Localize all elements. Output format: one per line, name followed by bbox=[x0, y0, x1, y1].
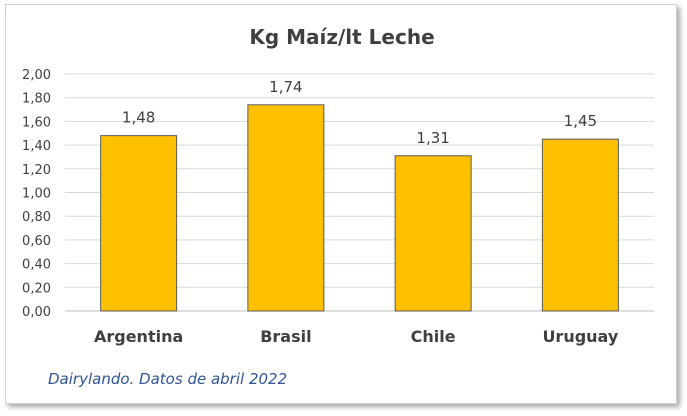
data-label: 1,74 bbox=[269, 78, 302, 96]
x-category-label: Brasil bbox=[260, 327, 311, 346]
y-tick-label: 0,80 bbox=[22, 210, 51, 225]
bar bbox=[247, 104, 325, 312]
data-label: 1,31 bbox=[416, 129, 449, 147]
chart-title: Kg Maíz/lt Leche bbox=[249, 25, 435, 49]
y-tick-label: 1,80 bbox=[22, 92, 51, 107]
bar bbox=[541, 138, 619, 312]
y-tick-label: 2,00 bbox=[22, 68, 51, 83]
y-tick-label: 1,20 bbox=[22, 163, 51, 178]
y-tick-label: 1,60 bbox=[22, 115, 51, 130]
data-label: 1,45 bbox=[564, 112, 597, 130]
y-tick-label: 1,40 bbox=[22, 139, 51, 154]
y-tick-label: 0,60 bbox=[22, 234, 51, 249]
y-tick-label: 1,00 bbox=[22, 187, 51, 202]
y-tick-label: 0,40 bbox=[22, 258, 51, 273]
bar bbox=[394, 155, 472, 312]
y-tick-label: 0,00 bbox=[22, 305, 51, 320]
bar bbox=[100, 135, 178, 312]
source-note: Dairylando. Datos de abril 2022 bbox=[48, 370, 288, 388]
x-category-label: Argentina bbox=[94, 327, 183, 346]
x-category-label: Uruguay bbox=[542, 327, 618, 346]
y-tick-label: 0,20 bbox=[22, 281, 51, 296]
x-category-label: Chile bbox=[411, 327, 456, 346]
bar-chart: 0,00 0,20 0,40 0,60 0,80 1,00 1,20 1,40 1,60 1,80… bbox=[22, 68, 654, 346]
chart-frame: Kg Maíz/lt Leche 0,00 0,20 0,40 0,60 0,80 1,0… bbox=[5, 4, 677, 404]
data-label: 1,48 bbox=[122, 109, 155, 127]
